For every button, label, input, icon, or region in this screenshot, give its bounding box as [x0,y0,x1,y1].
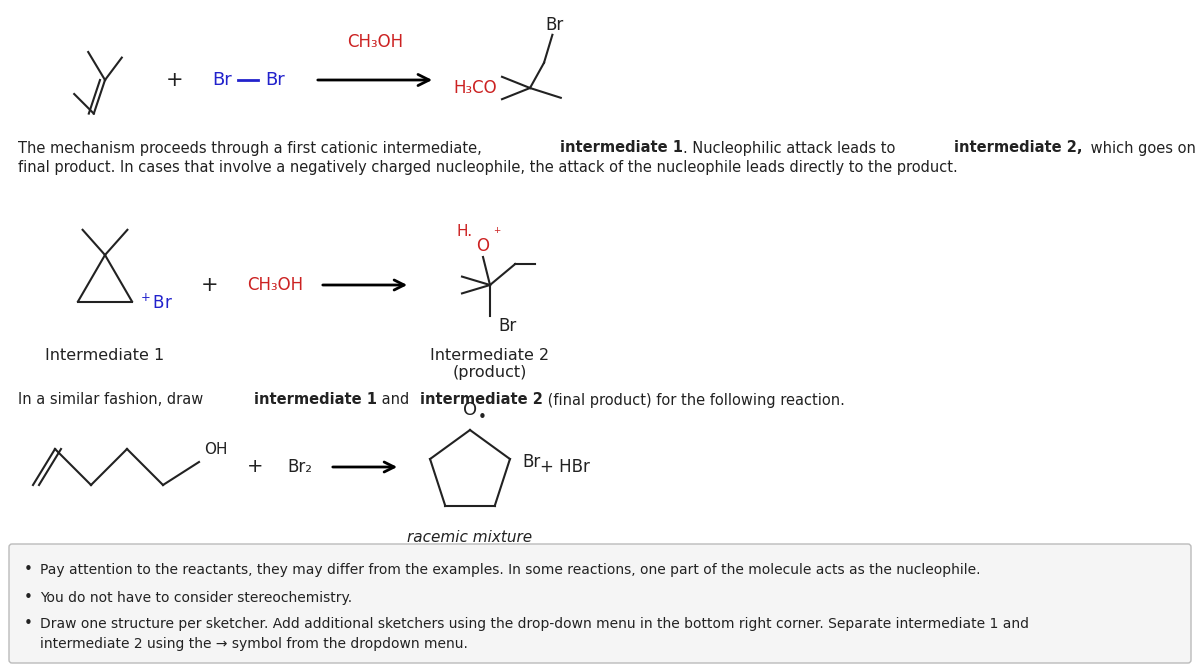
Text: (product): (product) [452,364,527,380]
Text: which goes on to form the: which goes on to form the [1086,141,1200,155]
Text: $^+$: $^+$ [492,227,502,239]
Text: +: + [166,70,184,90]
Text: Intermediate 1: Intermediate 1 [46,348,164,362]
Text: (final product) for the following reaction.: (final product) for the following reacti… [542,392,845,408]
Text: +: + [247,458,263,476]
Text: +: + [202,275,218,295]
Text: H₃CO: H₃CO [454,79,497,97]
Text: O: O [476,237,490,255]
Text: •: • [24,616,32,632]
Text: OH: OH [204,442,228,457]
Text: and: and [377,392,414,408]
Text: intermediate 1: intermediate 1 [254,392,377,408]
Text: CH₃OH: CH₃OH [347,33,403,51]
Text: •: • [478,410,486,426]
Text: Pay attention to the reactants, they may differ from the examples. In some react: Pay attention to the reactants, they may… [40,563,980,577]
Text: You do not have to consider stereochemistry.: You do not have to consider stereochemis… [40,591,352,605]
Text: racemic mixture: racemic mixture [408,530,533,544]
Text: intermediate 2 using the → symbol from the dropdown menu.: intermediate 2 using the → symbol from t… [40,637,468,651]
Text: Intermediate 2: Intermediate 2 [431,348,550,362]
Text: H.: H. [457,224,473,239]
Text: Br: Br [498,317,516,335]
Text: Br₂: Br₂ [288,458,312,476]
Text: Br: Br [545,16,564,34]
Text: intermediate 1: intermediate 1 [560,141,684,155]
Text: final product. In cases that involve a negatively charged nucleophile, the attac: final product. In cases that involve a n… [18,161,958,175]
Text: •: • [24,562,32,578]
Text: •: • [24,590,32,606]
Text: + HBr: + HBr [540,458,590,476]
Text: . Nucleophilic attack leads to: . Nucleophilic attack leads to [683,141,900,155]
Text: In a similar fashion, draw: In a similar fashion, draw [18,392,208,408]
FancyBboxPatch shape [10,544,1190,663]
Text: Br: Br [265,71,284,89]
Text: $^+$Br: $^+$Br [138,294,173,313]
Text: The mechanism proceeds through a first cationic intermediate,: The mechanism proceeds through a first c… [18,141,486,155]
Text: Br: Br [522,453,540,471]
Text: Draw one structure per sketcher. Add additional sketchers using the drop-down me: Draw one structure per sketcher. Add add… [40,617,1030,631]
Text: intermediate 2: intermediate 2 [420,392,544,408]
Text: Br: Br [212,71,232,89]
Text: O: O [463,401,478,419]
Text: intermediate 2,: intermediate 2, [954,141,1082,155]
Text: CH₃OH: CH₃OH [247,276,304,294]
